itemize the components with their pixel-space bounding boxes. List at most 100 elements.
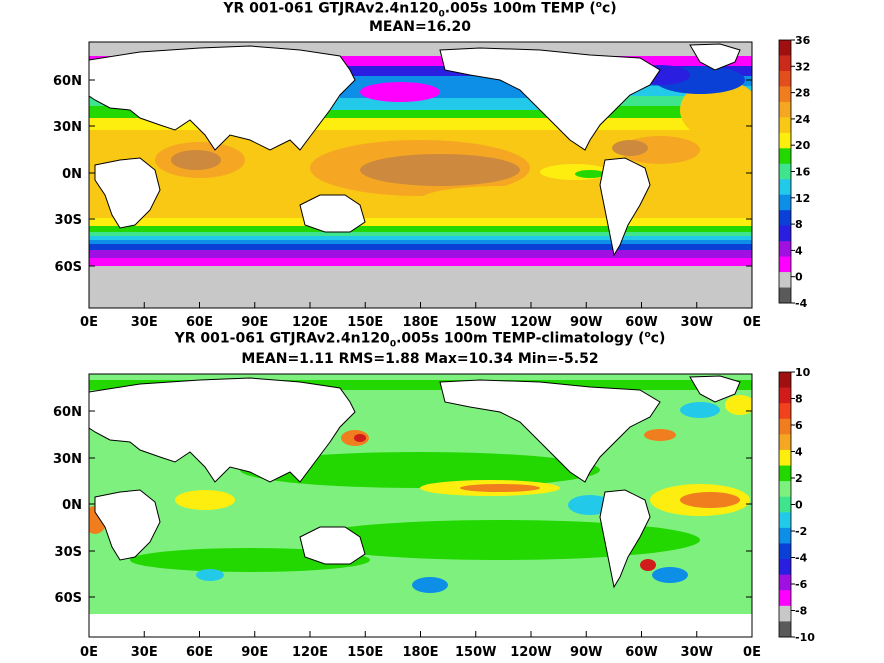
x-tick-label: 30W [681, 645, 713, 660]
x-tick-label: 180E [402, 315, 438, 330]
x-tick-label: 0E [743, 315, 761, 330]
colorbar-swatch [779, 117, 791, 134]
colorbar-swatch [779, 590, 791, 607]
x-tick-label: 0E [743, 645, 761, 660]
x-tick-label: 150E [347, 315, 383, 330]
colorbar-label: 20 [795, 139, 811, 152]
colorbar-label: 4 [795, 446, 803, 459]
colorbar-swatch [779, 449, 791, 467]
north-america-landmass [439, 379, 661, 483]
colorbar-swatch [779, 132, 791, 149]
y-tick-label: 0N [62, 167, 82, 182]
x-tick-label: 180E [402, 645, 438, 660]
x-tick-label: 30E [131, 645, 158, 660]
x-tick-label: 60W [625, 315, 657, 330]
colorbar-label: -4 [795, 297, 808, 310]
colorbar-swatch [779, 372, 791, 389]
colorbar-label: -8 [795, 605, 807, 618]
x-tick-label: 120E [292, 645, 328, 660]
colorbar-swatch [779, 101, 791, 118]
colorbar-swatch [779, 512, 791, 529]
colorbar-swatch [779, 574, 791, 591]
colorbar-swatch [779, 418, 791, 435]
x-tick-label: 120W [510, 315, 551, 330]
colorbar-label: 4 [795, 244, 803, 257]
colorbar-swatch [779, 559, 791, 576]
colorbar-swatch [779, 272, 791, 289]
colorbar-label: 32 [795, 60, 810, 73]
colorbar-swatch [779, 256, 791, 273]
colorbar-swatch [779, 148, 791, 165]
south-america-landmass [599, 489, 651, 589]
south-america-landmass [599, 157, 651, 257]
y-tick-label: 30S [55, 545, 82, 560]
x-tick-label: 150W [455, 315, 496, 330]
x-tick-label: 90E [241, 645, 268, 660]
colorbar-swatch [779, 241, 791, 258]
colorbar-label: 8 [795, 218, 803, 231]
australia-landmass [299, 526, 366, 565]
top-panel-stats: MEAN=16.20 [368, 19, 472, 35]
colorbar-label: 6 [795, 419, 803, 432]
y-tick-label: 60N [53, 405, 82, 420]
x-tick-label: 120E [292, 315, 328, 330]
colorbar-label: 24 [795, 113, 811, 126]
y-tick-label: 60N [53, 74, 82, 89]
africa-landmass [94, 489, 161, 561]
colorbar-swatch [779, 403, 791, 420]
x-tick-label: 90E [241, 315, 268, 330]
colorbar-swatch [779, 163, 791, 180]
colorbar-swatch [779, 40, 791, 56]
colorbar-label: 0 [795, 499, 803, 512]
y-tick-label: 30S [55, 213, 82, 228]
colorbar-swatch [779, 225, 791, 242]
x-tick-label: 150W [455, 645, 496, 660]
colorbar-label: -4 [795, 552, 808, 565]
x-tick-label: 0E [80, 315, 98, 330]
y-tick-label: 0N [62, 498, 82, 513]
colorbar-label: 10 [795, 366, 811, 379]
colorbar-label: -10 [795, 631, 815, 644]
y-tick-label: 60S [55, 260, 82, 275]
y-tick-label: 30N [53, 120, 82, 135]
bottom-panel-title: YR 001-061 GTJRAv2.4n1200.005s 100m TEMP… [174, 330, 666, 350]
australia-landmass [299, 194, 366, 233]
colorbar-swatch [779, 387, 791, 404]
colorbar-label: 8 [795, 393, 803, 406]
x-tick-label: 0E [80, 645, 98, 660]
colorbar-label: 16 [795, 166, 811, 179]
y-tick-label: 30N [53, 452, 82, 467]
colorbar-label: 12 [795, 192, 810, 205]
north-america-landmass [439, 47, 661, 151]
colorbar-swatch [779, 70, 791, 87]
x-tick-label: 30W [681, 315, 713, 330]
x-tick-label: 150E [347, 645, 383, 660]
colorbar-label: -6 [795, 578, 808, 591]
x-tick-label: 60W [625, 645, 657, 660]
africa-landmass [94, 157, 161, 229]
eurasia-landmass [89, 45, 356, 151]
colorbar-swatch [779, 434, 791, 451]
colorbar-swatch [779, 86, 791, 103]
colorbar-swatch [779, 605, 791, 622]
greenland-landmass [689, 43, 741, 71]
colorbar-label: -2 [795, 525, 807, 538]
colorbar-label: 2 [795, 472, 803, 485]
colorbar-swatch [779, 287, 791, 304]
colorbar-label: 28 [795, 87, 810, 100]
colorbar-swatch [779, 210, 791, 227]
temperature-map [89, 42, 752, 308]
x-tick-label: 60E [186, 645, 213, 660]
anomaly-map [89, 374, 752, 637]
top-panel-title: YR 001-061 GTJRAv2.4n1200.005s 100m TEMP… [223, 0, 617, 20]
colorbar-swatch [779, 543, 791, 560]
colorbar-swatch [779, 179, 791, 196]
colorbar-label: 36 [795, 34, 811, 47]
colorbar-swatch [779, 55, 791, 72]
greenland-landmass [689, 375, 741, 403]
colorbar-label: 0 [795, 271, 803, 284]
x-tick-label: 30E [131, 315, 158, 330]
colorbar-swatch [779, 527, 791, 544]
x-tick-label: 90W [570, 645, 602, 660]
